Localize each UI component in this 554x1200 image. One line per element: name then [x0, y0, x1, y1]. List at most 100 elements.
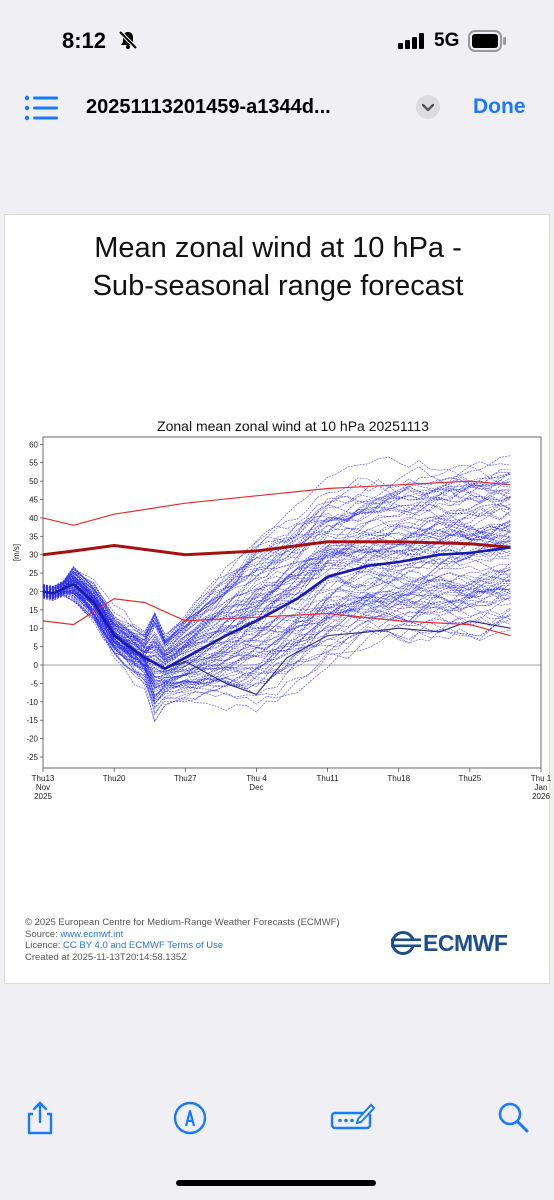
ensemble-member-line: [42, 471, 511, 643]
x-tick-label: Dec: [249, 783, 263, 792]
document-title-line-2: Sub-seasonal range forecast: [92, 270, 464, 302]
ensemble-member-line: [42, 573, 511, 689]
ensemble-member-line: [42, 583, 511, 689]
ensemble-member-line: [42, 524, 511, 664]
ensemble-member-line: [42, 526, 511, 655]
markup-icon[interactable]: [172, 1100, 208, 1136]
x-tick-label: Thu13: [32, 774, 55, 783]
x-tick-label: 2025: [34, 792, 52, 801]
ecmwf-logo-icon: [391, 931, 421, 955]
ensemble-member-line: [42, 456, 511, 644]
climatology-mean-line: [42, 540, 511, 557]
ensemble-member-line: [42, 487, 511, 653]
chart-title: Zonal mean zonal wind at 10 hPa 20251113: [157, 418, 429, 434]
y-tick-label: -20: [26, 735, 38, 744]
done-button[interactable]: Done: [473, 95, 526, 118]
battery-icon: [468, 30, 508, 57]
ensemble-member-line: [42, 582, 511, 679]
ensemble-member-line: [42, 577, 511, 696]
document-title-line-1: Mean zonal wind at 10 hPa -: [94, 232, 462, 264]
document-title: Mean zonal wind at 10 hPa - Sub-seasonal…: [5, 229, 551, 305]
y-tick-label: 5: [34, 643, 39, 652]
source-line: Source: www.ecmwf.int: [25, 929, 365, 941]
ensemble-member-line: [42, 524, 511, 665]
ensemble-member-line: [42, 486, 511, 645]
form-fill-icon[interactable]: [330, 1100, 376, 1136]
bell-slash-icon: [118, 30, 138, 55]
x-tick-label: Thu 4: [246, 774, 267, 783]
x-tick-label: Jan: [535, 783, 548, 792]
climatology-upper-line: [42, 480, 511, 526]
list-icon[interactable]: [24, 94, 60, 122]
ensemble-member-line: [42, 592, 511, 705]
y-tick-label: -15: [26, 716, 38, 725]
ensemble-member-line: [42, 560, 511, 680]
x-tick-label: Thu20: [103, 774, 126, 783]
ensemble-member-line: [42, 531, 511, 656]
x-tick-label: Thu18: [387, 774, 410, 783]
x-tick-label: Thu25: [459, 774, 482, 783]
y-tick-label: -5: [31, 679, 39, 688]
ensemble-member-line: [42, 574, 511, 688]
x-tick-label: Thu27: [174, 774, 197, 783]
ensemble-member-line: [42, 549, 511, 672]
x-tick-label: 2026: [532, 792, 550, 801]
share-icon[interactable]: [22, 1100, 58, 1136]
x-tick-label: Nov: [36, 783, 50, 792]
ensemble-member-line: [42, 592, 511, 696]
ensemble-member-line: [42, 521, 511, 655]
ensemble-member-line: [42, 480, 511, 642]
climatology-lower-line: [42, 598, 511, 637]
source-label: Source:: [25, 928, 61, 940]
navigation-bar: 20251113201459-a1344d... Done: [0, 82, 554, 134]
ensemble-member-line: [42, 589, 511, 705]
ensemble-member-line: [42, 466, 511, 642]
ensemble-member-line: [42, 520, 511, 659]
ecmwf-logo-text: ECMWF: [423, 930, 508, 956]
y-axis-label: [m/s]: [12, 544, 21, 561]
network-type: 5G: [434, 30, 460, 51]
status-bar: 8:12 5G: [0, 0, 554, 80]
licence-label: Licence:: [25, 940, 64, 951]
search-icon[interactable]: [496, 1100, 532, 1136]
created-text: Created at 2025-11-13T20:14:58.135Z: [25, 951, 187, 963]
ensemble-member-line: [42, 590, 511, 708]
ensemble-member-line: [42, 486, 511, 647]
x-tick-label: Thu11: [317, 774, 340, 783]
ensemble-member-line: [42, 594, 511, 714]
ensemble-member-line: [42, 544, 511, 666]
ensemble-member-line: [42, 490, 511, 650]
y-tick-label: 45: [29, 496, 38, 505]
chevron-down-icon[interactable]: [416, 95, 440, 119]
licence-link[interactable]: CC BY 4.0 and ECMWF Terms of Use: [63, 940, 224, 951]
ensemble-member-line: [42, 516, 511, 656]
ensemble-member-line: [42, 546, 511, 679]
ensemble-member-line: [42, 582, 511, 685]
source-link[interactable]: www.ecmwf.int: [60, 928, 124, 940]
ensemble-member-line: [42, 524, 511, 669]
clock: 8:12: [62, 28, 107, 53]
file-title[interactable]: 20251113201459-a1344d...: [86, 96, 331, 118]
ecmwf-logo: ECMWF: [391, 930, 531, 956]
ensemble-member-line: [42, 489, 511, 642]
y-tick-label: 25: [29, 569, 38, 578]
ensemble-member-line: [42, 455, 511, 635]
bottom-toolbar: [0, 1090, 554, 1150]
home-indicator: [176, 1180, 376, 1186]
x-tick-label: Thu 1: [531, 774, 551, 783]
ensemble-mean-line: [42, 546, 511, 671]
ensemble-member-line: [42, 477, 511, 643]
cell-signal-icon: [398, 33, 426, 54]
y-tick-label: 40: [29, 514, 38, 523]
ensemble-member-line: [42, 594, 511, 701]
copyright-text: © 2025 European Centre for Medium-Range …: [25, 917, 340, 928]
ensemble-member-line: [42, 568, 511, 682]
y-tick-label: 20: [29, 587, 38, 596]
footer: © 2025 European Centre for Medium-Range …: [25, 917, 365, 963]
y-tick-label: 50: [29, 477, 38, 486]
ensemble-member-line: [42, 469, 511, 640]
y-tick-label: 30: [29, 551, 38, 560]
y-tick-label: 35: [29, 532, 38, 541]
licence-line: Licence: CC BY 4.0 and ECMWF Terms of Us…: [25, 940, 365, 952]
wind-chart: 605550454035302520151050-5-10-15-20-25[m…: [12, 436, 551, 801]
